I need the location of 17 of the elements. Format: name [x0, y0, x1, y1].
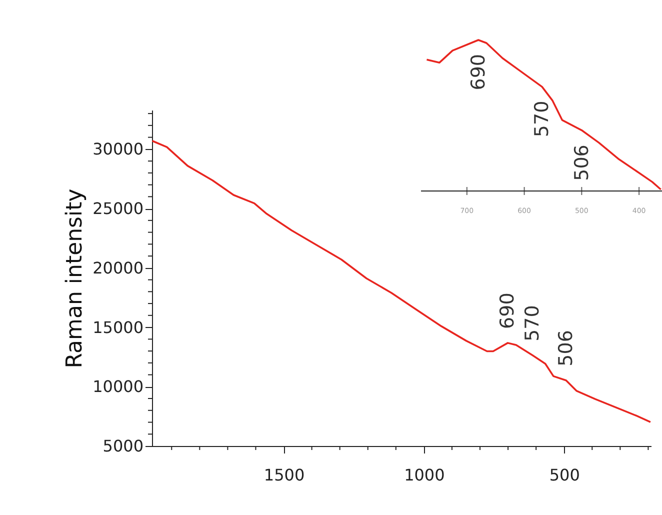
x-tick-label: 1000 [404, 466, 445, 484]
y-axis-title: Raman intensity [62, 188, 88, 368]
annotation: 570 [522, 305, 544, 342]
annotation: 506 [571, 144, 594, 181]
annotation: 570 [531, 100, 554, 138]
y-tick-label: 15000 [92, 318, 144, 337]
annotation: 506 [555, 330, 578, 366]
y-tick-label: 20000 [92, 258, 144, 278]
y-tick-label: 10000 [92, 377, 144, 396]
y-tick-label: 25000 [92, 199, 144, 218]
line-series [151, 140, 652, 423]
y-tick-label: 30000 [92, 140, 144, 159]
y-tick-label: 5000 [102, 436, 144, 456]
x-tick-label: 1500 [264, 466, 305, 484]
annotation: 690 [467, 54, 490, 90]
annotation: 690 [496, 292, 519, 329]
x-tick-label: 500 [549, 466, 580, 484]
